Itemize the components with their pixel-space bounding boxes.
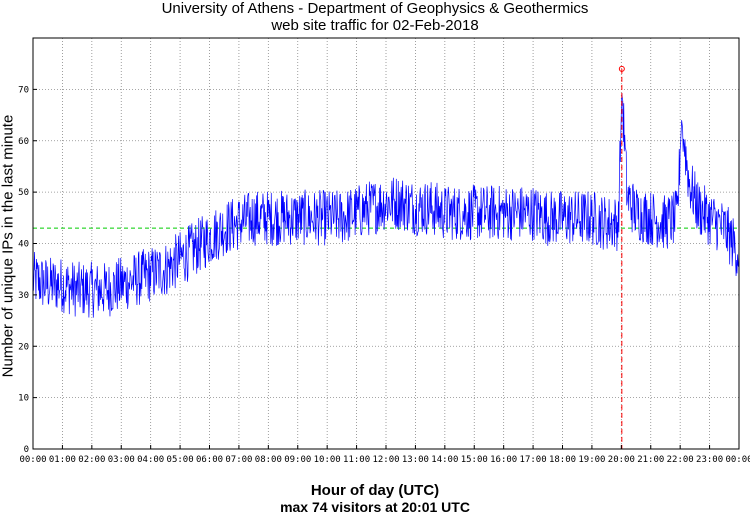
x-tick-label: 14:00 [431,455,458,465]
y-tick-label: 70 [18,85,29,95]
x-tick-label: 10:00 [314,455,341,465]
x-tick-label: 20:00 [608,455,635,465]
max-visitors-note: max 74 visitors at 20:01 UTC [280,499,470,515]
x-tick-label: 01:00 [49,455,76,465]
x-tick-label: 00:00 [725,455,750,465]
x-tick-label: 02:00 [78,455,105,465]
traffic-series-line [32,93,740,318]
x-tick-label: 19:00 [578,455,605,465]
y-tick-label: 20 [18,342,29,352]
x-tick-label: 04:00 [137,455,164,465]
x-tick-label: 15:00 [461,455,488,465]
x-tick-label: 11:00 [343,455,370,465]
grid [33,38,739,449]
y-tick-label: 30 [18,291,29,301]
x-tick-label: 17:00 [520,455,547,465]
x-tick-label: 08:00 [255,455,282,465]
x-tick-label: 03:00 [108,455,135,465]
x-tick-label: 16:00 [490,455,517,465]
x-tick-label: 12:00 [372,455,399,465]
x-tick-label: 22:00 [667,455,694,465]
y-tick-label: 0 [24,445,29,455]
x-tick-label: 23:00 [696,455,723,465]
x-tick-label: 09:00 [284,455,311,465]
y-tick-label: 50 [18,188,29,198]
chart-subtitle: web site traffic for 02-Feb-2018 [271,17,479,34]
max-point-marker [618,65,625,72]
chart-title: University of Athens - Department of Geo… [161,0,589,17]
x-tick-label: 05:00 [167,455,194,465]
x-tick-label: 07:00 [225,455,252,465]
data-layer [32,65,740,449]
y-tick-label: 60 [18,137,29,147]
x-axis-label: Hour of day (UTC) [310,482,440,499]
x-tick-label: 18:00 [549,455,576,465]
x-tick-label: 00:00 [19,455,46,465]
x-tick-label: 06:00 [196,455,223,465]
x-tick-label: 13:00 [402,455,429,465]
y-tick-label: 10 [18,394,29,404]
x-tick-label: 21:00 [637,455,664,465]
ticks: 00:00 01:00 02:00 03:00 04:00 05:00 06:00 07:00… [18,85,750,465]
y-tick-label: 40 [18,240,29,250]
